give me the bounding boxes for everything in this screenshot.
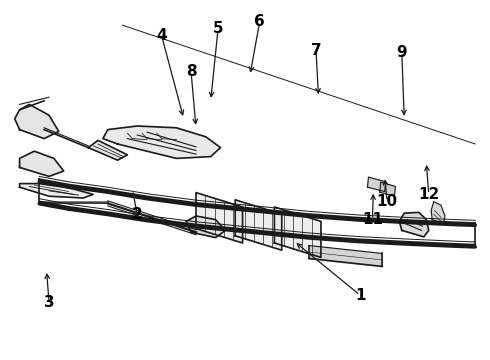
Polygon shape — [88, 140, 127, 160]
Text: 12: 12 — [418, 187, 440, 202]
Polygon shape — [274, 207, 321, 257]
Polygon shape — [20, 184, 93, 198]
Polygon shape — [368, 177, 386, 192]
Polygon shape — [380, 182, 395, 196]
Polygon shape — [20, 151, 64, 176]
Text: 6: 6 — [254, 14, 265, 29]
Polygon shape — [399, 212, 429, 237]
Text: 7: 7 — [311, 43, 321, 58]
Polygon shape — [186, 216, 225, 238]
Polygon shape — [103, 126, 220, 158]
Text: 1: 1 — [355, 288, 366, 303]
Text: 10: 10 — [376, 194, 398, 209]
Polygon shape — [235, 200, 282, 250]
Text: 5: 5 — [213, 21, 223, 36]
Text: 2: 2 — [132, 207, 143, 222]
Text: 3: 3 — [44, 295, 54, 310]
Polygon shape — [431, 202, 445, 224]
Text: 11: 11 — [362, 212, 383, 227]
Text: 9: 9 — [396, 45, 407, 60]
Polygon shape — [15, 104, 59, 139]
Text: 8: 8 — [186, 64, 196, 80]
Polygon shape — [196, 193, 243, 243]
Text: 4: 4 — [156, 28, 167, 44]
